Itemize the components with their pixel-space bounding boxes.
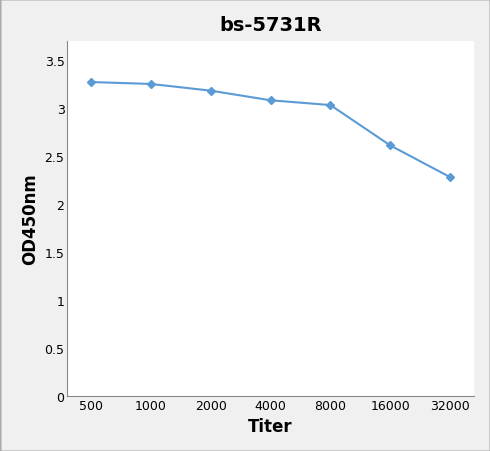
Y-axis label: OD450nm: OD450nm: [21, 173, 39, 265]
Title: bs-5731R: bs-5731R: [220, 16, 322, 35]
X-axis label: Titer: Titer: [248, 418, 293, 435]
